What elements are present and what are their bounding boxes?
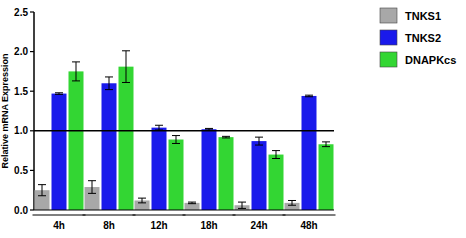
chart: 0.0 0.5 1.0 1.5 2.0 2.5 Relative mRNA Expressi…: [0, 0, 466, 238]
x-tick-label: 12h: [150, 220, 167, 231]
error-bar: [38, 185, 46, 196]
category-bracket: [283, 214, 336, 215]
category-bracket: [233, 214, 286, 215]
bar: [52, 94, 67, 210]
y-axis-title: Relative mRNA Expression: [0, 53, 10, 168]
y-tick-label: 2.5: [14, 7, 28, 18]
error-bar: [172, 136, 180, 144]
error-bar: [272, 151, 280, 159]
bar: [202, 129, 217, 210]
bar: [319, 144, 334, 210]
bar: [102, 83, 117, 210]
bar: [185, 203, 200, 210]
error-bar: [72, 62, 80, 81]
bar: [269, 155, 284, 210]
y-tick-label: 0.5: [14, 165, 28, 176]
error-bar: [188, 202, 196, 204]
error-bar: [55, 93, 63, 95]
error-bar: [205, 128, 213, 130]
legend-swatch: [380, 30, 397, 45]
x-tick-label: 24h: [250, 220, 267, 231]
y-tick: [30, 170, 34, 171]
y-tick: [30, 91, 34, 92]
x-tick-label: 4h: [53, 220, 65, 231]
bars: [35, 51, 334, 210]
x-tick-label: 18h: [200, 220, 217, 231]
bar: [119, 67, 134, 210]
error-bar: [155, 125, 163, 130]
category-bracket: [83, 214, 136, 215]
bar: [152, 128, 167, 210]
y-tick: [30, 51, 34, 52]
legend-label: DNAPKcs: [405, 54, 456, 66]
legend-swatch: [380, 8, 397, 23]
x-tick-label: 8h: [103, 220, 115, 231]
y-tick: [30, 130, 34, 131]
category-bracket: [33, 214, 86, 215]
y-tick: [30, 11, 34, 12]
bar: [169, 140, 184, 210]
y-tick-label: 1.0: [14, 125, 28, 136]
legend-label: TNKS1: [405, 10, 441, 22]
bar: [69, 71, 84, 210]
legend: TNKS1 TNKS2 DNAPKcs: [380, 8, 456, 67]
y-tick-label: 2.0: [14, 46, 28, 57]
y-tick: [30, 209, 34, 210]
error-bar: [288, 200, 296, 205]
reference-line: [34, 130, 334, 132]
legend-label: TNKS2: [405, 32, 441, 44]
error-bar: [255, 137, 263, 145]
y-tick-label: 0.0: [14, 205, 28, 216]
x-axis: [34, 209, 334, 210]
error-bar: [305, 95, 313, 97]
error-bar: [88, 181, 96, 194]
bar: [219, 137, 234, 210]
error-bar: [222, 136, 230, 138]
error-bar: [238, 202, 246, 208]
x-tick-label: 48h: [300, 220, 317, 231]
bar: [302, 96, 317, 210]
category-bracket: [183, 214, 236, 215]
error-bar: [138, 198, 146, 203]
error-bar: [122, 51, 130, 83]
error-bar: [105, 77, 113, 90]
y-tick-label: 1.5: [14, 86, 28, 97]
y-axis: [33, 12, 35, 210]
legend-swatch: [380, 52, 397, 67]
category-bracket: [133, 214, 186, 215]
bar: [252, 141, 267, 210]
error-bar: [322, 142, 330, 147]
